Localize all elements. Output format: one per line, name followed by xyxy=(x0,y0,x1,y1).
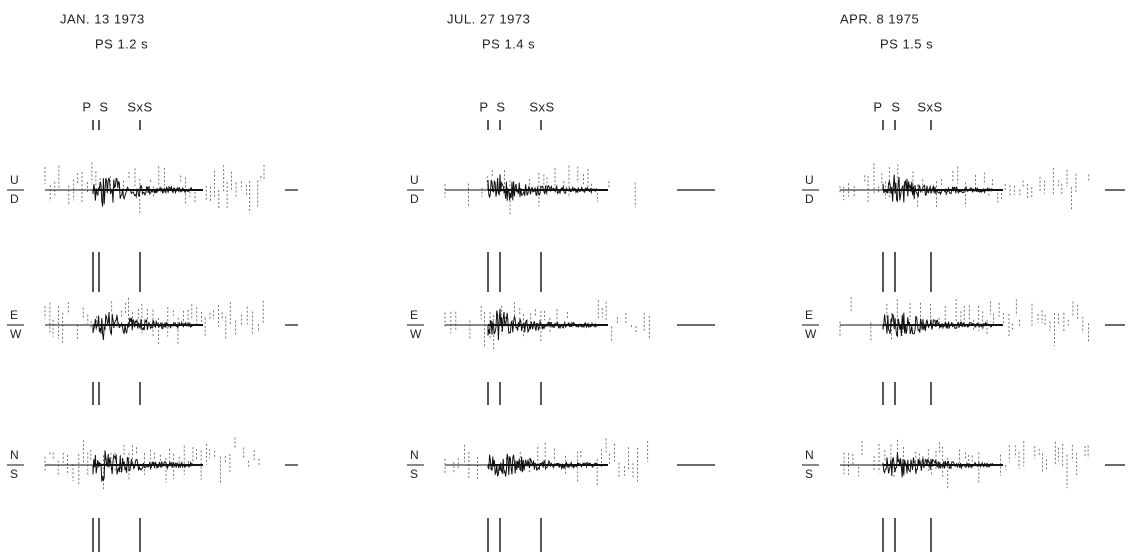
component-top: U xyxy=(10,173,19,187)
panel-date: JUL. 27 1973 xyxy=(447,11,530,26)
panel-ps: PS 1.2 s xyxy=(95,36,148,51)
component-bottom: S xyxy=(10,467,19,481)
trace-wave xyxy=(45,177,193,207)
trace-wave xyxy=(45,450,193,482)
component-bottom: W xyxy=(10,327,22,341)
trace-wave xyxy=(445,453,599,477)
component-top: E xyxy=(10,308,19,322)
component-top: N xyxy=(10,448,19,462)
component-top: E xyxy=(805,308,814,322)
trace-noise xyxy=(444,438,649,486)
phase-label: P xyxy=(479,99,488,114)
component-bottom: D xyxy=(805,192,814,206)
panel-date: JAN. 13 1973 xyxy=(60,11,145,26)
phase-label: SxS xyxy=(917,99,942,114)
component-top: U xyxy=(410,173,419,187)
phase-label: P xyxy=(873,99,882,114)
component-top: E xyxy=(410,308,419,322)
trace-wave xyxy=(445,174,598,201)
phase-label: S xyxy=(891,99,900,114)
panel-date: APR. 8 1975 xyxy=(840,11,919,26)
phase-label: P xyxy=(82,99,91,114)
component-bottom: W xyxy=(410,327,422,341)
trace-wave xyxy=(45,311,193,340)
component-bottom: W xyxy=(805,327,817,341)
phase-label: SxS xyxy=(529,99,554,114)
component-top: N xyxy=(410,448,419,462)
panel-ps: PS 1.4 s xyxy=(482,36,535,51)
phase-label: S xyxy=(496,99,505,114)
component-bottom: D xyxy=(10,192,19,206)
component-top: U xyxy=(805,173,814,187)
phase-label: S xyxy=(99,99,108,114)
component-bottom: S xyxy=(805,467,814,481)
trace-noise xyxy=(44,297,264,345)
component-top: N xyxy=(805,448,814,462)
trace-noise xyxy=(444,165,636,215)
component-bottom: S xyxy=(410,467,419,481)
component-bottom: D xyxy=(410,192,419,206)
panel-ps: PS 1.5 s xyxy=(880,36,933,51)
phase-label: SxS xyxy=(127,99,152,114)
trace-noise xyxy=(839,163,1090,211)
trace-noise xyxy=(44,162,265,214)
trace-wave xyxy=(840,174,993,203)
trace-noise xyxy=(839,297,1089,347)
